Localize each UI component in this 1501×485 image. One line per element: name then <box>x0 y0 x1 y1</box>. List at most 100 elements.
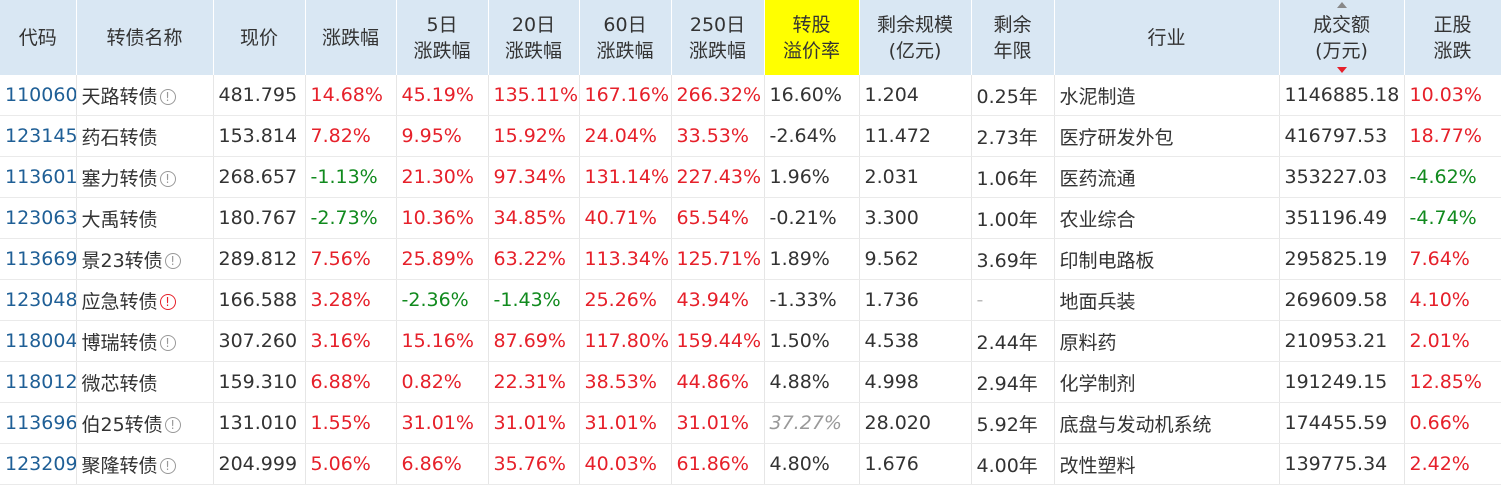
stock-change-cell: 2.42% <box>1404 443 1501 485</box>
column-header-industry[interactable]: 行业 <box>1054 0 1280 75</box>
remaining-size-cell: 9.562 <box>859 238 972 280</box>
change-60d-cell: 131.14% <box>579 156 672 198</box>
info-icon[interactable]: ! <box>159 170 176 187</box>
table-row[interactable]: 118012 微芯转债 159.310 6.88% 0.82% 22.31% 38.53% 4… <box>0 361 1501 403</box>
change-5d-cell: 45.19% <box>396 75 489 116</box>
change-20d-cell: 22.31% <box>488 361 580 403</box>
change-cell: 14.68% <box>305 75 397 116</box>
bond-name-cell[interactable]: 大禹转债 <box>76 197 214 239</box>
column-header-volume[interactable]: 成交额 (万元) <box>1279 0 1405 75</box>
change-5d-cell: 6.86% <box>396 443 489 485</box>
bond-code-link[interactable]: 113696 <box>0 402 77 444</box>
bond-code-link[interactable]: 123145 <box>0 115 77 157</box>
column-header-code[interactable]: 代码 <box>0 0 77 75</box>
bond-code-link[interactable]: 123048 <box>0 279 77 321</box>
conversion-premium-cell: -0.21% <box>764 197 860 239</box>
change-60d-cell: 24.04% <box>579 115 672 157</box>
table-row[interactable]: 118004 博瑞转债! 307.260 3.16% 15.16% 87.69% 117.8… <box>0 320 1501 362</box>
conversion-premium-cell: 1.50% <box>764 320 860 362</box>
column-header-change-5d[interactable]: 5日 涨跌幅 <box>396 0 489 75</box>
column-header-name[interactable]: 转债名称 <box>76 0 214 75</box>
change-5d-cell: 15.16% <box>396 320 489 362</box>
info-icon[interactable]: ! <box>159 457 176 474</box>
change-5d-cell: 0.82% <box>396 361 489 403</box>
bond-name-cell[interactable]: 塞力转债! <box>76 156 214 198</box>
column-header-stock-change[interactable]: 正股 涨跌 <box>1404 0 1501 75</box>
industry-cell: 医疗研发外包 <box>1054 115 1280 157</box>
column-header-change-20d[interactable]: 20日 涨跌幅 <box>488 0 580 75</box>
change-20d-cell: 31.01% <box>488 402 580 444</box>
bond-code-link[interactable]: 113669 <box>0 238 77 280</box>
volume-cell: 210953.21 <box>1279 320 1405 362</box>
table-row[interactable]: 113669 景23转债! 289.812 7.56% 25.89% 63.22% 113.… <box>0 238 1501 280</box>
info-icon[interactable]: ! <box>159 334 176 351</box>
change-cell: -1.13% <box>305 156 397 198</box>
column-header-label: 成交额 (万元) <box>1312 13 1370 62</box>
price-cell: 180.767 <box>213 197 306 239</box>
table-row[interactable]: 123145 药石转债 153.814 7.82% 9.95% 15.92% 24.04% 3… <box>0 115 1501 157</box>
bond-name-cell[interactable]: 聚隆转债! <box>76 443 214 485</box>
column-header-label: 正股 涨跌 <box>1433 13 1472 62</box>
table-row[interactable]: 123063 大禹转债 180.767 -2.73% 10.36% 34.85% 40.71… <box>0 197 1501 239</box>
bond-code-link[interactable]: 123063 <box>0 197 77 239</box>
change-5d-cell: -2.36% <box>396 279 489 321</box>
table-body: 110060 天路转债! 481.795 14.68% 45.19% 135.11% 167… <box>0 75 1501 485</box>
conversion-premium-cell: 16.60% <box>764 75 860 116</box>
price-cell: 166.588 <box>213 279 306 321</box>
industry-cell: 印制电路板 <box>1054 238 1280 280</box>
bond-name-cell[interactable]: 微芯转债 <box>76 361 214 403</box>
bond-code-link[interactable]: 118012 <box>0 361 77 403</box>
change-250d-cell: 227.43% <box>671 156 765 198</box>
table-row[interactable]: 113601 塞力转债! 268.657 -1.13% 21.30% 97.34% 131.… <box>0 156 1501 198</box>
change-60d-cell: 31.01% <box>579 402 672 444</box>
bond-code-link[interactable]: 123209 <box>0 443 77 485</box>
column-header-change[interactable]: 涨跌幅 <box>305 0 397 75</box>
volume-cell: 174455.59 <box>1279 402 1405 444</box>
column-header-label: 代码 <box>18 26 57 49</box>
bond-code-link[interactable]: 113601 <box>0 156 77 198</box>
info-icon[interactable]: ! <box>164 416 181 433</box>
industry-cell: 原料药 <box>1054 320 1280 362</box>
table-row[interactable]: 123209 聚隆转债! 204.999 5.06% 6.86% 35.76% 40.03%… <box>0 443 1501 485</box>
table-row[interactable]: 123048 应急转债! 166.588 3.28% -2.36% -1.43% 25.26… <box>0 279 1501 321</box>
conversion-premium-cell: 1.96% <box>764 156 860 198</box>
bond-name-cell[interactable]: 景23转债! <box>76 238 214 280</box>
conversion-premium-cell: -1.33% <box>764 279 860 321</box>
column-header-conversion-premium[interactable]: 转股 溢价率 <box>764 0 860 75</box>
change-cell: 5.06% <box>305 443 397 485</box>
info-icon[interactable]: ! <box>159 88 176 105</box>
warning-icon[interactable]: ! <box>159 293 176 310</box>
info-icon[interactable]: ! <box>164 252 181 269</box>
stock-change-cell: 18.77% <box>1404 115 1501 157</box>
column-header-remaining-size[interactable]: 剩余规模 (亿元) <box>859 0 972 75</box>
change-250d-cell: 65.54% <box>671 197 765 239</box>
table-row[interactable]: 113696 伯25转债! 131.010 1.55% 31.01% 31.01% 31.0… <box>0 402 1501 444</box>
bond-name-cell[interactable]: 伯25转债! <box>76 402 214 444</box>
stock-change-cell: 2.01% <box>1404 320 1501 362</box>
change-250d-cell: 43.94% <box>671 279 765 321</box>
change-20d-cell: 135.11% <box>488 75 580 116</box>
change-5d-cell: 10.36% <box>396 197 489 239</box>
volume-cell: 191249.15 <box>1279 361 1405 403</box>
column-header-change-250d[interactable]: 250日 涨跌幅 <box>671 0 765 75</box>
table-row[interactable]: 110060 天路转债! 481.795 14.68% 45.19% 135.11% 167… <box>0 75 1501 116</box>
change-cell: 7.56% <box>305 238 397 280</box>
column-header-remaining-years[interactable]: 剩余 年限 <box>971 0 1055 75</box>
change-60d-cell: 38.53% <box>579 361 672 403</box>
remaining-years-cell: 3.69年 <box>971 238 1055 280</box>
bond-name-cell[interactable]: 药石转债 <box>76 115 214 157</box>
bond-name-cell[interactable]: 天路转债! <box>76 75 214 116</box>
remaining-years-cell: 2.73年 <box>971 115 1055 157</box>
column-header-label: 现价 <box>239 26 278 49</box>
bond-code-link[interactable]: 110060 <box>0 75 77 116</box>
industry-cell: 医药流通 <box>1054 156 1280 198</box>
column-header-change-60d[interactable]: 60日 涨跌幅 <box>579 0 672 75</box>
price-cell: 481.795 <box>213 75 306 116</box>
column-header-price[interactable]: 现价 <box>213 0 306 75</box>
change-cell: 6.88% <box>305 361 397 403</box>
bond-name-cell[interactable]: 应急转债! <box>76 279 214 321</box>
bond-code-link[interactable]: 118004 <box>0 320 77 362</box>
bond-name-cell[interactable]: 博瑞转债! <box>76 320 214 362</box>
conversion-premium-cell: 37.27% <box>764 402 860 444</box>
column-header-label: 5日 涨跌幅 <box>413 13 471 62</box>
